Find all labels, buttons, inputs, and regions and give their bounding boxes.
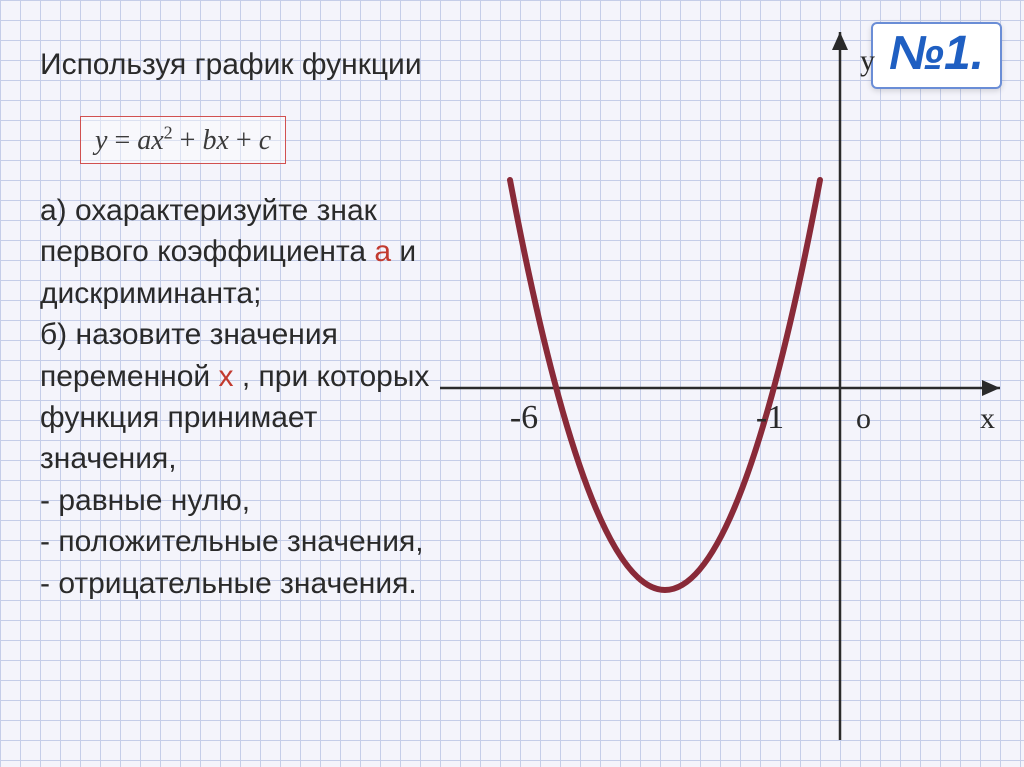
x-axis-label: х	[980, 402, 995, 435]
task-a-line2-post: и	[391, 235, 416, 268]
task-bullet1: - равные нулю,	[40, 480, 460, 521]
task-bullet2: - положительные значения,	[40, 521, 460, 562]
chart: -6 -1 у х о	[440, 20, 1010, 740]
title-text: Используя график функции	[40, 48, 422, 82]
task-a-line1: а) охарактеризуйте знак	[40, 190, 460, 231]
formula-eq: =	[114, 125, 130, 156]
slide-content: №1. Используя график функции y = ax2 + b…	[0, 0, 1024, 767]
tick-minus-1: -1	[756, 399, 784, 436]
task-a-line2-pre: первого коэффициента	[40, 235, 374, 268]
task-a-line2: первого коэффициента а и	[40, 231, 460, 272]
formula-box: y = ax2 + bx + c	[80, 116, 286, 164]
task-b-var: х	[219, 360, 234, 393]
task-b-line2-post: , при которых	[234, 360, 430, 393]
formula-x2: x	[216, 125, 228, 156]
formula-plus2: +	[229, 125, 259, 156]
task-b-line2: переменной х , при которых	[40, 356, 460, 397]
origin-label: о	[856, 402, 871, 435]
formula-a: a	[137, 125, 151, 156]
formula-plus1: +	[173, 125, 203, 156]
formula-sq: 2	[164, 123, 173, 143]
formula-x: x	[151, 125, 163, 156]
formula: y = ax2 + bx + c	[95, 125, 271, 156]
x-axis-arrow	[982, 380, 1000, 396]
task-bullet3: - отрицательные значения.	[40, 563, 460, 604]
formula-c: c	[259, 125, 271, 156]
task-a-line3: дискриминанта;	[40, 273, 460, 314]
chart-svg: -6 -1 у х о	[440, 20, 1010, 740]
task-text: а) охарактеризуйте знак первого коэффици…	[40, 190, 460, 604]
task-a-coef: а	[374, 235, 391, 268]
task-b-line2-pre: переменной	[40, 360, 219, 393]
tick-minus-6: -6	[510, 399, 538, 436]
task-b-line3: функция принимает значения,	[40, 397, 460, 480]
y-axis-arrow	[832, 32, 848, 50]
y-axis-label: у	[860, 44, 875, 77]
formula-y: y	[95, 125, 107, 156]
task-b-line1: б) назовите значения	[40, 314, 460, 355]
formula-b: b	[202, 125, 216, 156]
parabola-curve	[510, 180, 820, 590]
